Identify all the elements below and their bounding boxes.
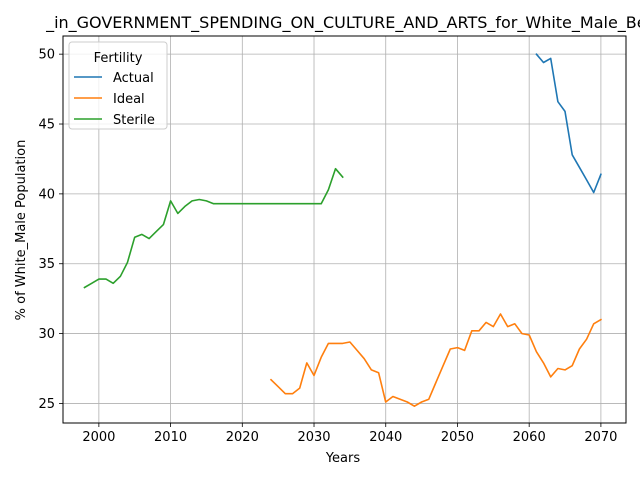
- x-axis-label: Years: [325, 451, 361, 466]
- legend-box: [68, 41, 168, 130]
- y-tick-label: 50: [38, 48, 55, 63]
- legend-label-sterile: Sterile: [113, 113, 155, 128]
- legend-items: Actual Ideal Sterile: [74, 71, 155, 128]
- y-tick-label: 30: [38, 327, 55, 342]
- chart-title: _in_GOVERNMENT_SPENDING_ON_CULTURE_AND_A…: [45, 13, 640, 33]
- series-line-sterile: [83, 167, 344, 289]
- y-tick-label: 35: [38, 257, 55, 272]
- grid: [63, 36, 626, 423]
- y-axis-label: % of White_Male Population: [14, 140, 29, 321]
- plot-area: [62, 35, 627, 424]
- series-line-ideal: [269, 313, 602, 408]
- x-tick-label: 2060: [513, 430, 546, 445]
- y-tick-label: 40: [38, 187, 55, 202]
- y-tick-label: 25: [38, 397, 55, 412]
- y-tick-label: 45: [38, 118, 55, 133]
- series-lines: [83, 53, 602, 408]
- legend-title: Fertility: [94, 51, 143, 66]
- legend: Fertility Actual Ideal Sterile: [68, 41, 168, 130]
- legend-label-actual: Actual: [113, 71, 154, 86]
- legend-label-ideal: Ideal: [113, 92, 145, 107]
- x-tick-label: 2050: [441, 430, 474, 445]
- x-tick-label: 2010: [154, 430, 187, 445]
- x-tick-label: 2030: [297, 430, 330, 445]
- x-tick-label: 2000: [82, 430, 115, 445]
- axis-ticks: 2000 2010 2020 2030 2040 2050 2060 2070 25 30 35 40…: [38, 48, 617, 445]
- x-tick-label: 2040: [369, 430, 402, 445]
- series-line-actual: [535, 53, 602, 194]
- x-tick-label: 2020: [226, 430, 259, 445]
- x-tick-label: 2070: [584, 430, 617, 445]
